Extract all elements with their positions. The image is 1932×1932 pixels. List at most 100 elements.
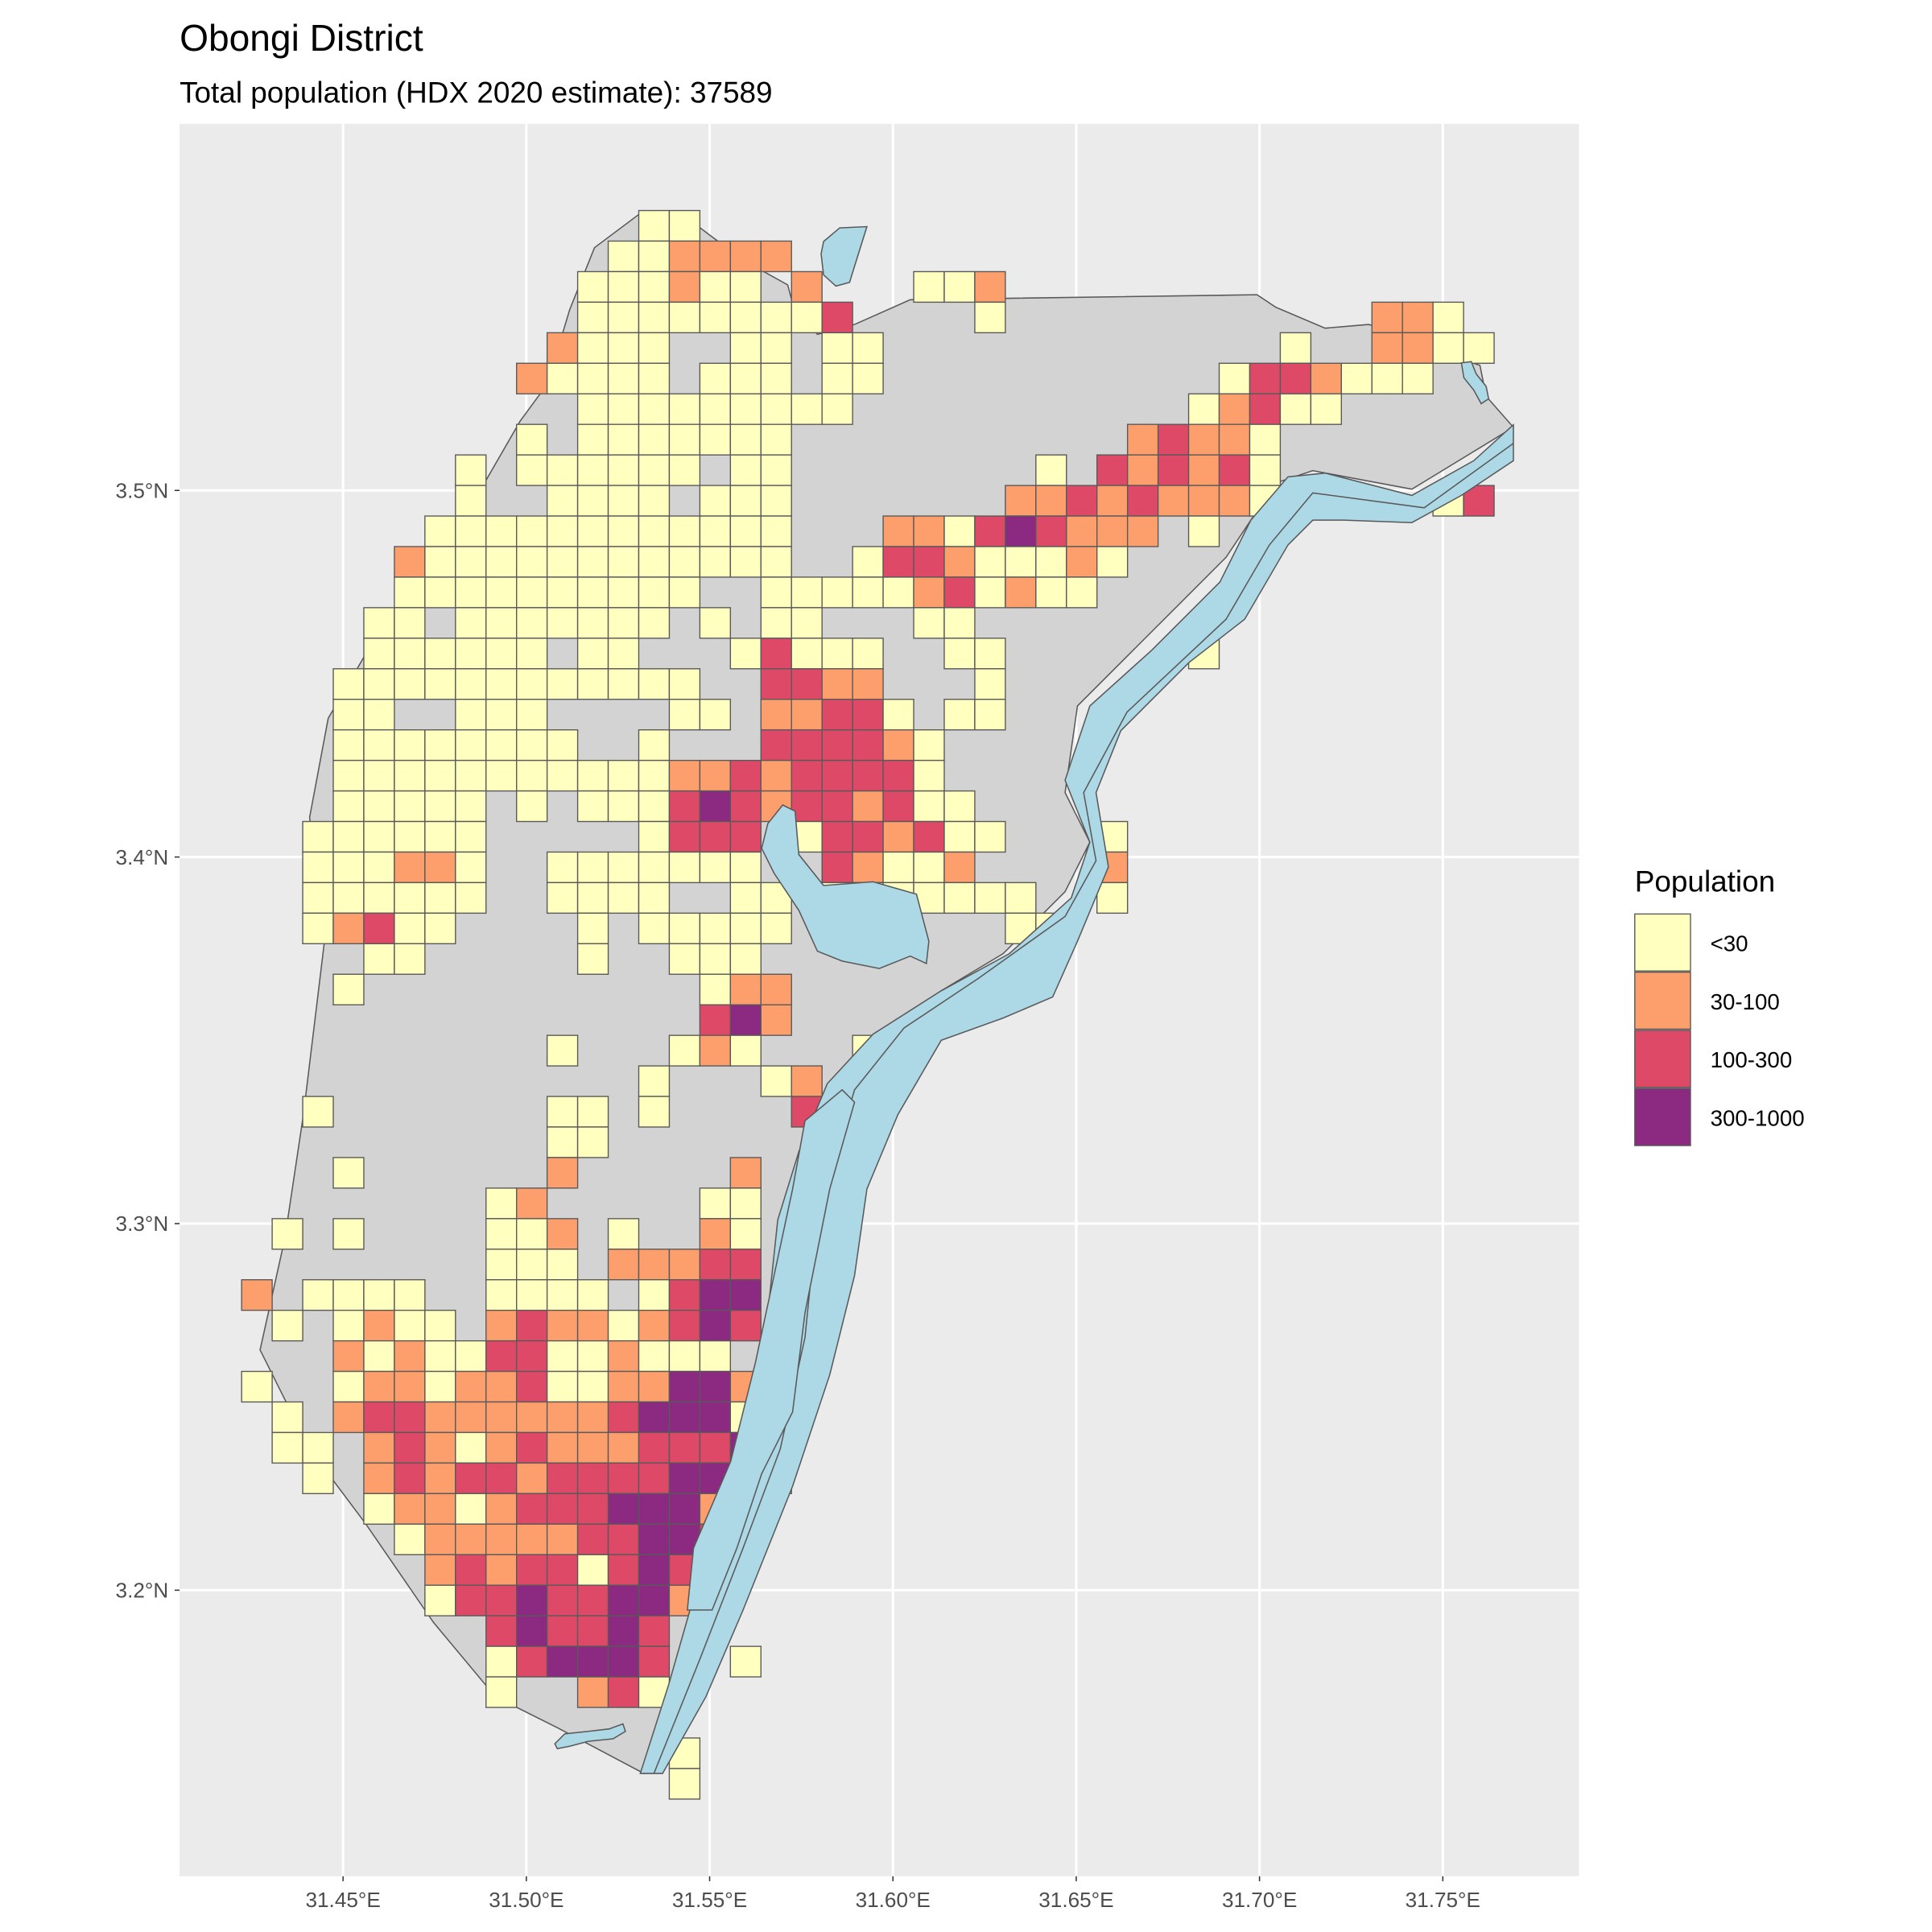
x-tick-label: 31.70°E bbox=[1222, 1888, 1297, 1912]
lake bbox=[761, 804, 930, 969]
pop-cell bbox=[394, 881, 426, 914]
pop-cell bbox=[1005, 576, 1037, 609]
pop-cell bbox=[516, 699, 548, 731]
pop-cell bbox=[1249, 393, 1282, 425]
pop-cell bbox=[638, 1065, 671, 1097]
pop-cell bbox=[729, 362, 762, 394]
pop-cell bbox=[1187, 485, 1220, 517]
pop-cell bbox=[485, 1340, 518, 1373]
pop-cell bbox=[546, 1157, 579, 1189]
pop-cell bbox=[576, 1584, 609, 1616]
pop-cell bbox=[1463, 332, 1495, 364]
pop-cell bbox=[668, 1768, 701, 1800]
pop-cell bbox=[302, 1279, 334, 1311]
pop-cell bbox=[516, 515, 548, 547]
pop-cell bbox=[729, 1004, 762, 1036]
pop-cell bbox=[455, 607, 487, 639]
pop-cell bbox=[760, 668, 792, 700]
pop-cell bbox=[729, 1279, 762, 1311]
pop-cell bbox=[668, 240, 701, 273]
pop-cell bbox=[485, 546, 518, 578]
pop-cell bbox=[699, 1310, 732, 1342]
pop-cell bbox=[271, 1431, 303, 1464]
pop-cell bbox=[791, 729, 823, 762]
pop-cell bbox=[455, 668, 487, 700]
pop-cell bbox=[1432, 332, 1464, 364]
pop-cell bbox=[546, 1279, 579, 1311]
legend-title: Population bbox=[1635, 865, 1775, 898]
pop-cell bbox=[699, 423, 732, 456]
pop-cell bbox=[791, 638, 823, 670]
pop-cell bbox=[607, 362, 640, 394]
pop-cell bbox=[913, 576, 945, 609]
pop-cell bbox=[638, 454, 671, 486]
pop-cell bbox=[638, 912, 671, 944]
pop-cell bbox=[485, 1523, 518, 1555]
pop-cell bbox=[668, 759, 701, 792]
pop-cell bbox=[974, 515, 1006, 547]
pop-cell bbox=[760, 576, 792, 609]
pop-cell bbox=[607, 1340, 640, 1373]
pop-cell bbox=[546, 1401, 579, 1434]
pop-cell bbox=[1218, 454, 1251, 486]
pop-cell bbox=[455, 576, 487, 609]
pop-cell bbox=[729, 1645, 762, 1678]
pop-cell bbox=[485, 1431, 518, 1464]
pop-cell bbox=[638, 301, 671, 334]
pop-cell bbox=[1096, 454, 1129, 486]
pop-cell bbox=[913, 607, 945, 639]
pop-cell bbox=[546, 546, 579, 578]
pop-cell bbox=[424, 1370, 456, 1403]
pop-cell bbox=[974, 270, 1006, 303]
pop-cell bbox=[729, 943, 762, 975]
pop-cell bbox=[485, 1401, 518, 1434]
pop-cell bbox=[699, 1340, 732, 1373]
pop-cell bbox=[699, 820, 732, 853]
y-tick-label: 3.3°N bbox=[116, 1212, 169, 1236]
pop-cell bbox=[363, 1279, 395, 1311]
pop-cell bbox=[1066, 485, 1098, 517]
pop-cell bbox=[638, 485, 671, 517]
pop-cell bbox=[455, 1401, 487, 1434]
pop-cell bbox=[729, 790, 762, 823]
pop-cell bbox=[760, 362, 792, 394]
pop-cell bbox=[576, 1676, 609, 1708]
pop-cell bbox=[576, 454, 609, 486]
pop-cell bbox=[607, 759, 640, 792]
pop-cell bbox=[943, 881, 976, 914]
river-side-channel bbox=[686, 1088, 856, 1611]
pop-cell bbox=[576, 1645, 609, 1678]
pop-cell bbox=[455, 1584, 487, 1616]
pop-cell bbox=[882, 851, 914, 884]
y-tick-label: 3.2°N bbox=[116, 1579, 169, 1603]
pop-cell bbox=[729, 1187, 762, 1220]
pop-cell bbox=[974, 301, 1006, 334]
pop-cell bbox=[332, 1157, 365, 1189]
pop-cell bbox=[760, 515, 792, 547]
pop-cell bbox=[668, 1492, 701, 1525]
pop-cell bbox=[729, 1157, 762, 1189]
pop-cell bbox=[699, 240, 732, 273]
pop-cell bbox=[1249, 454, 1282, 486]
pop-cell bbox=[791, 576, 823, 609]
pop-cell bbox=[332, 1340, 365, 1373]
pop-cell bbox=[576, 393, 609, 425]
pop-cell bbox=[302, 1462, 334, 1495]
x-tick-label: 31.75°E bbox=[1406, 1888, 1480, 1912]
pop-cell bbox=[576, 912, 609, 944]
pop-cell bbox=[729, 485, 762, 517]
pop-cell bbox=[638, 1096, 671, 1128]
pop-cell bbox=[424, 576, 456, 609]
pop-cell bbox=[363, 1431, 395, 1464]
pop-cell bbox=[852, 638, 884, 670]
pop-cell bbox=[455, 454, 487, 486]
pop-cell bbox=[516, 790, 548, 823]
pop-cell bbox=[729, 851, 762, 884]
pop-cell bbox=[1371, 362, 1403, 394]
pop-cell bbox=[363, 607, 395, 639]
pop-cell bbox=[607, 1676, 640, 1708]
pop-cell bbox=[974, 638, 1006, 670]
pop-cell bbox=[485, 668, 518, 700]
pop-cell bbox=[332, 699, 365, 731]
